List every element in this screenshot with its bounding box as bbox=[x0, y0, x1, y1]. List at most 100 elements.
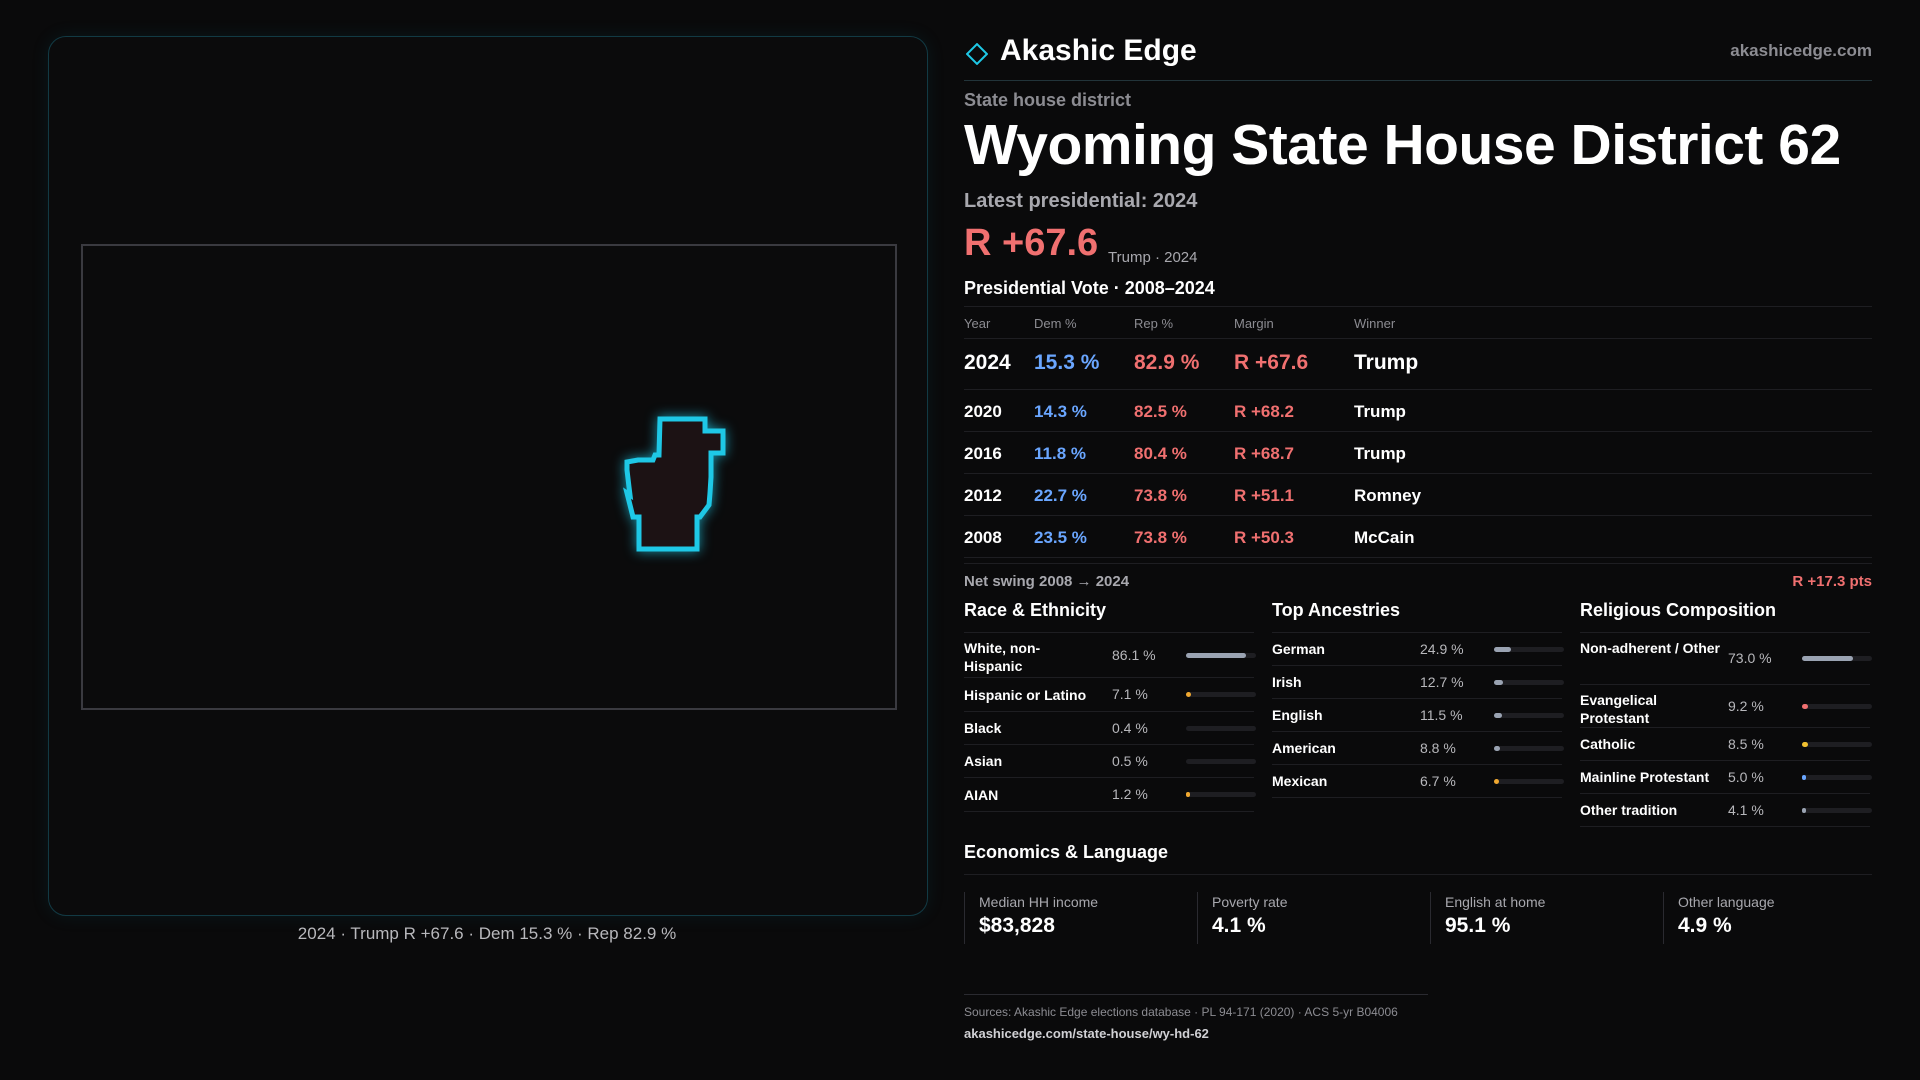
religion-title: Religious Composition bbox=[1580, 600, 1870, 633]
map-panel[interactable] bbox=[48, 36, 928, 916]
demographic-bar-fill bbox=[1186, 653, 1246, 658]
demographic-value: 6.7 % bbox=[1420, 773, 1456, 789]
net-swing-value: R +17.3 pts bbox=[1792, 573, 1872, 590]
demographic-value: 0.5 % bbox=[1112, 753, 1148, 769]
cell-year: 2016 bbox=[964, 444, 1002, 463]
demographic-bar-track bbox=[1494, 713, 1564, 718]
econ-poverty-rate: Poverty rate 4.1 % bbox=[1197, 892, 1407, 944]
economics-title: Economics & Language bbox=[964, 842, 1872, 875]
econ-label: Poverty rate bbox=[1212, 894, 1288, 910]
cell-dem: 15.3 % bbox=[1034, 351, 1100, 374]
cell-rep: 73.8 % bbox=[1134, 486, 1187, 505]
cell-year: 2012 bbox=[964, 486, 1002, 505]
cell-dem: 14.3 % bbox=[1034, 402, 1087, 421]
brand-header: Akashic Edge akashicedge.com bbox=[964, 34, 1872, 81]
demographic-bar-fill bbox=[1802, 808, 1806, 813]
demographic-bar-fill bbox=[1494, 713, 1502, 718]
net-swing-label: Net swing 2008 → 2024 bbox=[964, 573, 1130, 590]
divider bbox=[1430, 892, 1431, 944]
district-type-label: State house district bbox=[964, 90, 1132, 110]
demographic-value: 8.8 % bbox=[1420, 740, 1456, 756]
page-title: Wyoming State House District 62 bbox=[964, 113, 1841, 177]
demographic-label: Non-adherent / Other bbox=[1580, 640, 1721, 656]
demographic-bar-fill bbox=[1802, 656, 1853, 661]
demographic-bar-track bbox=[1802, 808, 1872, 813]
religion-row-catholic: Catholic 8.5 % bbox=[1580, 728, 1872, 761]
demographic-value: 12.7 % bbox=[1420, 674, 1464, 690]
ancestry-title: Top Ancestries bbox=[1272, 600, 1562, 633]
demographic-label: White, non-Hispanic bbox=[964, 640, 1041, 674]
econ-value: 4.1 % bbox=[1212, 914, 1266, 937]
table-row: 2024 15.3 % 82.9 % R +67.6 Trump bbox=[964, 339, 1872, 390]
col-header-winner: Winner bbox=[1354, 316, 1396, 331]
demographic-bar-fill bbox=[1186, 792, 1190, 797]
latest-presidential-label: Latest presidential: 2024 bbox=[964, 190, 1198, 212]
demographic-label: American bbox=[1272, 740, 1336, 756]
col-header-year: Year bbox=[964, 316, 991, 331]
brand-site-link[interactable]: akashicedge.com bbox=[1730, 41, 1872, 60]
map-caption: 2024 · Trump R +67.6 · Dem 15.3 % · Rep … bbox=[297, 924, 677, 943]
diamond-logo-icon bbox=[966, 43, 988, 65]
race-row-black: Black 0.4 % bbox=[964, 712, 1256, 745]
cell-year: 2020 bbox=[964, 402, 1002, 421]
latest-margin: R +67.6 bbox=[964, 222, 1099, 264]
demographic-value: 9.2 % bbox=[1728, 698, 1764, 714]
demographic-value: 73.0 % bbox=[1728, 650, 1772, 666]
demographic-bar-fill bbox=[1802, 775, 1806, 780]
cell-rep: 73.8 % bbox=[1134, 528, 1187, 547]
demographic-bar-track bbox=[1802, 775, 1872, 780]
religion-section: Religious Composition Non-adherent / Oth… bbox=[1580, 600, 1872, 827]
demographic-value: 7.1 % bbox=[1112, 686, 1148, 702]
demographic-bar-fill bbox=[1494, 779, 1499, 784]
demographic-value: 1.2 % bbox=[1112, 786, 1148, 802]
district-map[interactable] bbox=[49, 37, 927, 915]
ancestry-row-irish: Irish 12.7 % bbox=[1272, 666, 1564, 699]
econ-label: English at home bbox=[1445, 894, 1546, 910]
econ-median-income: Median HH income $83,828 bbox=[964, 892, 1174, 944]
sources-line: Sources: Akashic Edge elections database… bbox=[964, 1005, 1398, 1019]
demographic-label: Mexican bbox=[1272, 773, 1328, 789]
race-row-white-non-hispanic: White, non-Hispanic 86.1 % bbox=[964, 633, 1256, 678]
ancestry-row-german: German 24.9 % bbox=[1272, 633, 1564, 666]
demographic-value: 5.0 % bbox=[1728, 769, 1764, 785]
ancestry-row-american: American 8.8 % bbox=[1272, 732, 1564, 765]
race-row-asian: Asian 0.5 % bbox=[964, 745, 1256, 778]
demographic-bar-track bbox=[1802, 656, 1872, 661]
demographic-bar-track bbox=[1494, 680, 1564, 685]
cell-margin: R +68.7 bbox=[1234, 444, 1295, 463]
demographic-value: 4.1 % bbox=[1728, 802, 1764, 818]
demographic-bar-track bbox=[1186, 653, 1256, 658]
econ-value: 4.9 % bbox=[1678, 914, 1732, 937]
demographic-value: 0.4 % bbox=[1112, 720, 1148, 736]
demographic-bar-fill bbox=[1186, 692, 1191, 697]
econ-label: Other language bbox=[1678, 894, 1775, 910]
cell-winner: McCain bbox=[1354, 528, 1415, 547]
demographic-bar-track bbox=[1802, 704, 1872, 709]
divider bbox=[964, 892, 965, 944]
district-shape[interactable] bbox=[623, 416, 726, 552]
demographic-bar-track bbox=[1186, 792, 1256, 797]
cell-winner: Trump bbox=[1354, 444, 1406, 463]
religion-row-other-tradition: Other tradition 4.1 % bbox=[1580, 794, 1872, 827]
cell-dem: 11.8 % bbox=[1034, 444, 1086, 463]
cell-year: 2024 bbox=[964, 351, 1011, 374]
demographic-label: Asian bbox=[964, 753, 1003, 769]
divider bbox=[964, 994, 1428, 995]
demographic-label: Evangelical Protestant bbox=[1580, 692, 1658, 726]
demographic-bar-track bbox=[1186, 726, 1256, 731]
latest-margin-sub: Trump · 2024 bbox=[1108, 249, 1198, 266]
demographic-label: Other tradition bbox=[1580, 802, 1678, 818]
econ-value: 95.1 % bbox=[1445, 914, 1511, 937]
table-row: 2020 14.3 % 82.5 % R +68.2 Trump bbox=[964, 390, 1872, 432]
demographic-label: Mainline Protestant bbox=[1580, 769, 1710, 785]
cell-rep: 82.9 % bbox=[1134, 351, 1200, 374]
demographic-bar-track bbox=[1494, 779, 1564, 784]
race-ethnicity-section: Race & Ethnicity White, non-Hispanic 86.1… bbox=[964, 600, 1256, 812]
demographic-label: Hispanic or Latino bbox=[964, 687, 1087, 703]
demographic-bar-track bbox=[1802, 742, 1872, 747]
race-row-hispanic-or-latino: Hispanic or Latino 7.1 % bbox=[964, 678, 1256, 712]
ancestry-row-english: English 11.5 % bbox=[1272, 699, 1564, 732]
source-url-link[interactable]: akashicedge.com/state-house/wy-hd-62 bbox=[964, 1026, 1209, 1041]
vote-table: Year Dem % Rep % Margin Winner 2024 15.3… bbox=[964, 306, 1872, 558]
race-row-aian: AIAN 1.2 % bbox=[964, 778, 1256, 812]
